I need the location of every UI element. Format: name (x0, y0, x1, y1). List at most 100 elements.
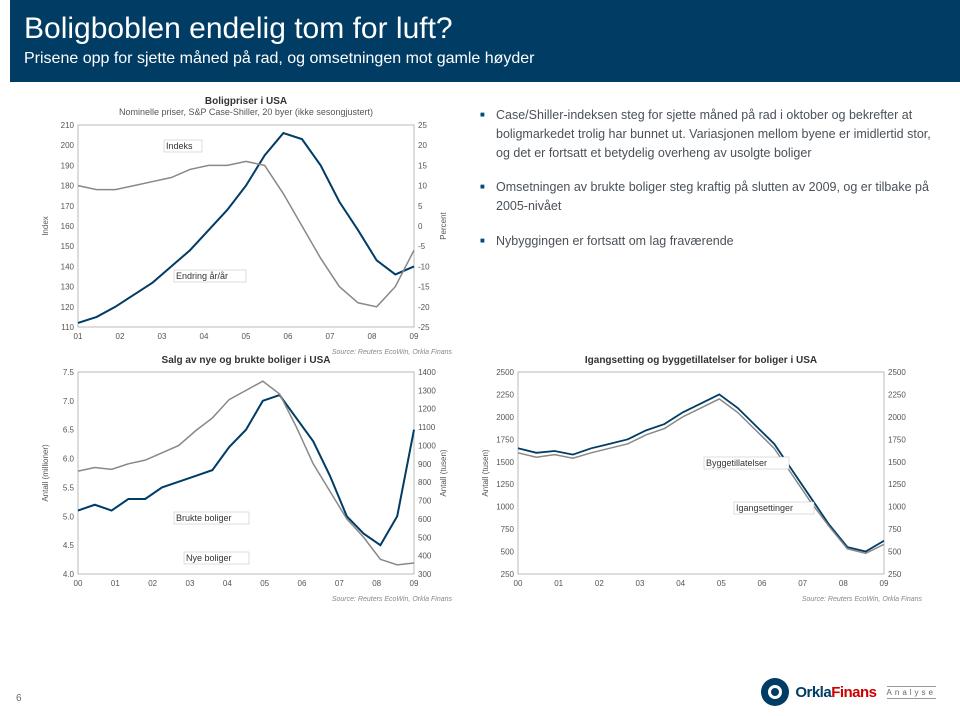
svg-text:01: 01 (74, 332, 83, 341)
svg-text:01: 01 (554, 579, 563, 588)
chart2-svg: 4.04.55.05.56.06.57.07.5Antall (millione… (36, 366, 456, 596)
svg-text:150: 150 (61, 242, 75, 251)
svg-text:08: 08 (372, 579, 381, 588)
svg-text:Brukte boliger: Brukte boliger (176, 513, 232, 523)
svg-text:Nye boliger: Nye boliger (186, 553, 232, 563)
svg-text:1200: 1200 (418, 405, 436, 414)
svg-text:09: 09 (410, 579, 419, 588)
svg-text:1100: 1100 (418, 423, 436, 432)
chart-prices: Boligpriser i USA Nominelle priser, S&P … (36, 96, 456, 349)
svg-text:05: 05 (717, 579, 726, 588)
svg-text:1250: 1250 (888, 480, 906, 489)
svg-text:5.0: 5.0 (63, 512, 75, 521)
svg-text:Indeks: Indeks (166, 141, 193, 151)
svg-text:180: 180 (61, 182, 75, 191)
svg-text:04: 04 (200, 332, 209, 341)
svg-text:Antall (millioner): Antall (millioner) (41, 444, 50, 502)
chart2-title: Salg av nye og brukte boliger i USA (36, 355, 456, 366)
svg-text:0: 0 (418, 222, 423, 231)
svg-text:Antall (tusen): Antall (tusen) (439, 449, 448, 496)
svg-text:600: 600 (418, 515, 432, 524)
slide-title: Boligboblen endelig tom for luft? (24, 12, 936, 46)
svg-text:-10: -10 (418, 262, 430, 271)
svg-text:Endring år/år: Endring år/år (176, 271, 228, 281)
logo-tag: Analyse (887, 686, 936, 699)
svg-text:1250: 1250 (496, 480, 514, 489)
svg-text:4.0: 4.0 (63, 570, 75, 579)
chart1-svg: 110120130140150160170180190200210Index-2… (36, 119, 456, 349)
brand-logo: OrklaFinans Analyse (761, 678, 936, 706)
svg-text:-20: -20 (418, 303, 430, 312)
svg-text:750: 750 (501, 525, 515, 534)
svg-text:03: 03 (636, 579, 645, 588)
chart3-source: Source: Reuters EcoWin, Orkla Finans (802, 596, 922, 603)
svg-text:6.5: 6.5 (63, 426, 75, 435)
svg-text:09: 09 (880, 579, 889, 588)
svg-text:1500: 1500 (496, 458, 514, 467)
svg-text:5: 5 (418, 202, 423, 211)
svg-text:700: 700 (418, 497, 432, 506)
svg-text:120: 120 (61, 303, 75, 312)
svg-text:03: 03 (158, 332, 167, 341)
svg-text:Index: Index (41, 216, 50, 236)
svg-text:15: 15 (418, 161, 427, 170)
svg-text:07: 07 (326, 332, 335, 341)
chart2-source: Source: Reuters EcoWin, Orkla Finans (332, 596, 452, 603)
svg-text:20: 20 (418, 141, 427, 150)
svg-text:500: 500 (888, 548, 902, 557)
svg-text:1300: 1300 (418, 386, 436, 395)
svg-text:06: 06 (298, 579, 307, 588)
svg-text:2500: 2500 (496, 368, 514, 377)
header-stripe (0, 0, 10, 82)
svg-text:900: 900 (418, 460, 432, 469)
logo-text: OrklaFinans (795, 684, 876, 701)
svg-text:05: 05 (242, 332, 251, 341)
svg-text:750: 750 (888, 525, 902, 534)
svg-text:-15: -15 (418, 283, 430, 292)
svg-text:10: 10 (418, 182, 427, 191)
svg-text:800: 800 (418, 478, 432, 487)
svg-text:1750: 1750 (888, 435, 906, 444)
svg-text:250: 250 (888, 570, 902, 579)
page-number: 6 (16, 693, 22, 704)
svg-text:2250: 2250 (496, 390, 514, 399)
svg-text:1400: 1400 (418, 368, 436, 377)
slide-header: Boligboblen endelig tom for luft? Prisen… (0, 0, 960, 82)
svg-text:1500: 1500 (888, 458, 906, 467)
svg-text:7.5: 7.5 (63, 368, 75, 377)
svg-text:02: 02 (148, 579, 157, 588)
svg-text:02: 02 (595, 579, 604, 588)
svg-text:5.5: 5.5 (63, 483, 75, 492)
bullet-item: Nybyggingen er fortsatt om lag fraværend… (480, 232, 940, 251)
svg-text:190: 190 (61, 161, 75, 170)
svg-text:400: 400 (418, 552, 432, 561)
svg-text:1000: 1000 (496, 503, 514, 512)
svg-text:2250: 2250 (888, 390, 906, 399)
svg-text:2500: 2500 (888, 368, 906, 377)
svg-text:170: 170 (61, 202, 75, 211)
bullet-item: Case/Shiller-indeksen steg for sjette må… (480, 106, 940, 162)
svg-text:05: 05 (260, 579, 269, 588)
svg-text:06: 06 (758, 579, 767, 588)
svg-text:02: 02 (116, 332, 125, 341)
svg-text:1750: 1750 (496, 435, 514, 444)
svg-text:00: 00 (74, 579, 83, 588)
svg-text:04: 04 (223, 579, 232, 588)
svg-text:Antall (tusen): Antall (tusen) (481, 449, 490, 496)
svg-text:Igangsettinger: Igangsettinger (736, 503, 793, 513)
svg-text:210: 210 (61, 121, 75, 130)
svg-text:-5: -5 (418, 242, 426, 251)
chart3-title: Igangsetting og byggetillatelser for bol… (476, 355, 926, 366)
svg-text:07: 07 (798, 579, 807, 588)
chart1-title: Boligpriser i USA (36, 96, 456, 107)
svg-text:-25: -25 (418, 323, 430, 332)
bullet-item: Omsetningen av brukte boliger steg kraft… (480, 178, 940, 216)
svg-text:Percent: Percent (439, 211, 448, 239)
svg-text:04: 04 (676, 579, 685, 588)
svg-text:25: 25 (418, 121, 427, 130)
svg-text:1000: 1000 (888, 503, 906, 512)
svg-text:7.0: 7.0 (63, 397, 75, 406)
svg-text:00: 00 (514, 579, 523, 588)
bullet-list: Case/Shiller-indeksen steg for sjette må… (476, 96, 940, 349)
svg-text:07: 07 (335, 579, 344, 588)
